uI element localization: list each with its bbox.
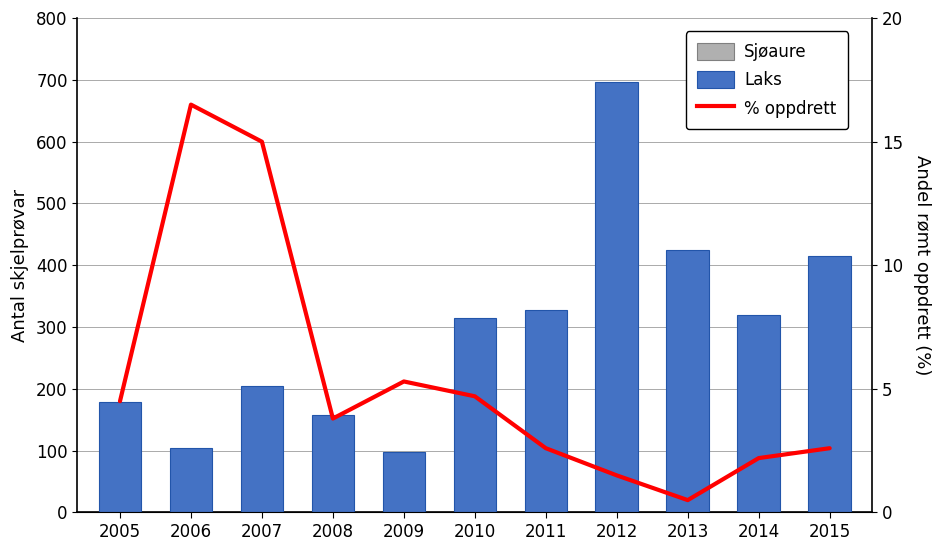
% oppdrett [256, 139, 268, 145]
Bar [240, 510, 284, 512]
Bar [382, 452, 425, 512]
Bar [453, 318, 496, 512]
% oppdrett [469, 393, 480, 400]
Bar [453, 509, 496, 512]
Bar [525, 310, 567, 512]
% oppdrett [824, 445, 836, 452]
Y-axis label: Andel rømt oppdrett (%): Andel rømt oppdrett (%) [913, 155, 931, 375]
Bar [595, 506, 638, 512]
Bar [666, 507, 709, 512]
Bar [595, 82, 638, 512]
% oppdrett [114, 398, 125, 405]
Bar [312, 416, 354, 512]
Legend: Sjøaure, Laks, % oppdrett: Sjøaure, Laks, % oppdrett [686, 31, 848, 129]
Bar [738, 315, 780, 512]
Bar [99, 509, 141, 512]
% oppdrett [540, 445, 551, 452]
Bar [666, 250, 709, 512]
Bar [312, 511, 354, 512]
Bar [382, 511, 425, 512]
% oppdrett [753, 455, 764, 461]
Bar [738, 509, 780, 512]
% oppdrett [611, 472, 623, 479]
Bar [240, 386, 284, 512]
% oppdrett [186, 102, 197, 108]
Bar [525, 509, 567, 512]
Line: % oppdrett: % oppdrett [120, 105, 830, 500]
Bar [170, 448, 212, 512]
Bar [99, 402, 141, 512]
% oppdrett [398, 378, 410, 385]
% oppdrett [682, 497, 693, 503]
% oppdrett [327, 415, 338, 422]
Y-axis label: Antal skjelprøvar: Antal skjelprøvar [11, 189, 29, 342]
Bar [808, 256, 851, 512]
Bar [170, 511, 212, 512]
Bar [808, 508, 851, 512]
